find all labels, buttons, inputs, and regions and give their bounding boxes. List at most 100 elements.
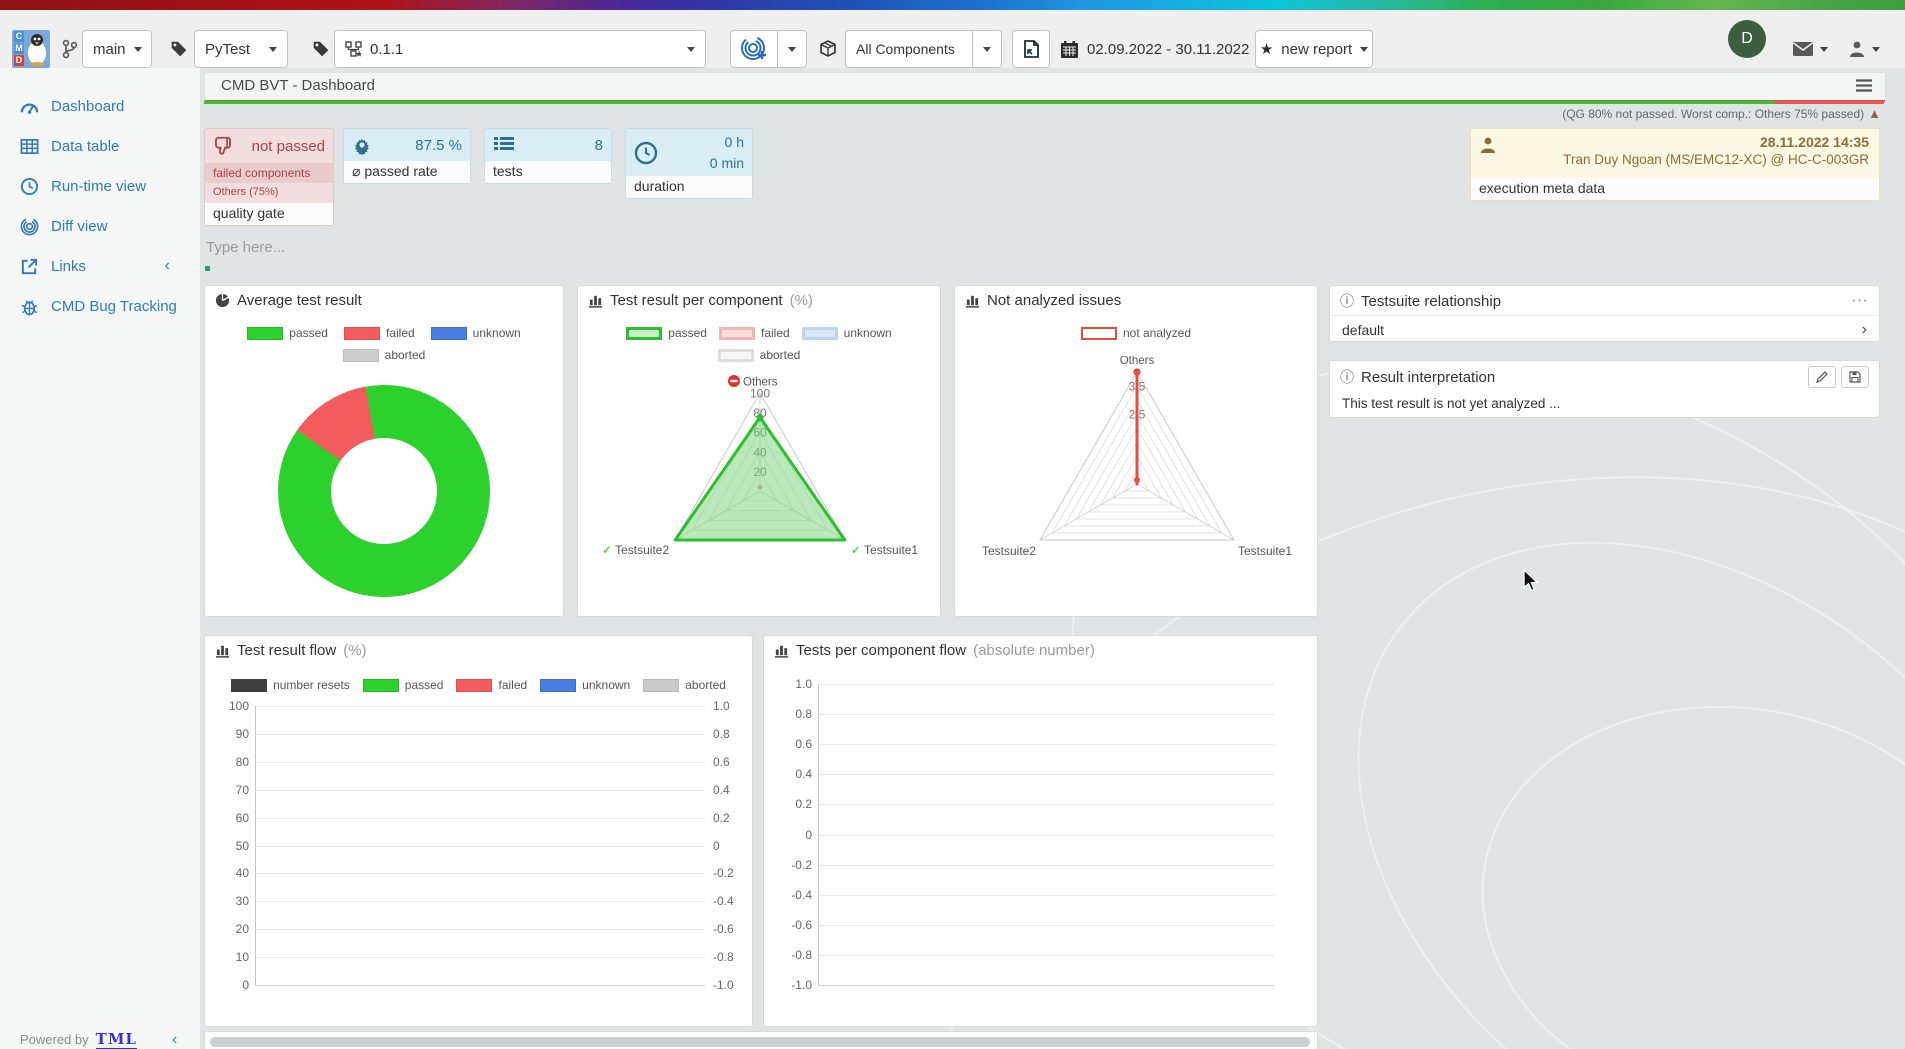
top-navbar: C M D main PyTest 0. [0,10,1905,69]
test-result-per-component-radar: 10080604020Others✓ Testsuite1✓ Testsuite… [578,366,942,576]
pencil-icon [1816,371,1828,383]
star-icon: ★ [1260,40,1273,58]
y-axis-tick-label: -0.6 [772,918,812,932]
data-table-icon [20,137,39,156]
gridline [818,684,1274,685]
legend-swatch [431,327,467,340]
donut-legend-row-2: aborted [205,348,563,362]
radar-axis-label-others: Others [1120,356,1155,367]
sidebar-item-run-time-view[interactable]: Run-time view [0,166,200,206]
sidebar-item-dashboard[interactable]: Dashboard [0,86,200,126]
date-range-value: 02.09.2022 - 30.11.2022 [1087,41,1249,58]
panel-options-button[interactable]: ⋯ [1851,291,1869,311]
date-range-picker[interactable]: 02.09.2022 - 30.11.2022 [1060,30,1265,68]
execution-user: Tran Duy Ngoan (MS/EMC12-XC) @ HC-C-003G… [1481,152,1869,167]
legend-label: unknown [582,678,630,692]
legend-item-passed: passed [247,326,328,340]
hamburger-icon [1855,78,1873,93]
execution-meta-widget[interactable]: 28.11.2022 14:35 Tran Duy Ngoan (MS/EMC1… [1470,128,1880,201]
y-axis-tick-label: 20 [209,922,249,936]
sidebar-item-diff-view[interactable]: Diff view [0,206,200,246]
chevron-down-icon [1872,47,1880,52]
gridline [255,846,705,847]
version-select[interactable]: 0.1.1 [334,30,706,68]
dashboard-icon [20,97,39,116]
branch-select[interactable]: main [82,30,152,68]
radar-center-dot [757,484,762,489]
branch-icon [62,30,78,68]
next-row-partial-panel [204,1031,1318,1049]
flow-legend: number resetspassedfailedunknownaborted [205,678,752,692]
tests-widget[interactable]: 8 tests [484,128,612,184]
quality-gate-note: (QG 80% not passed. Worst comp.: Others … [1562,106,1881,121]
legend-label: failed [498,678,527,692]
secondary-y-axis-tick-label: 1.0 [713,699,730,713]
header-menu-button[interactable] [1855,78,1873,97]
donut-hole [331,438,437,544]
y-axis-tick-label: 0.8 [772,707,812,721]
quality-gate-widget[interactable]: not passed failed components Others (75%… [204,128,334,226]
y-axis-tick-label: 90 [209,727,249,741]
tests-label: tests [485,161,611,183]
sidebar-collapse-icon[interactable]: ‹ [172,1031,177,1049]
sidebar-item-links[interactable]: Links‹ [0,246,200,286]
quality-gate-note-text: (QG 80% not passed. Worst comp.: Others … [1562,107,1864,121]
messages-menu[interactable] [1792,30,1828,68]
chevron-down-icon [134,47,142,52]
sidebar-item-cmd-bug-tracking[interactable]: CMD Bug Tracking [0,286,200,326]
new-report-label: new report [1281,41,1352,58]
tml-logo[interactable]: TML [96,1030,137,1049]
duration-widget[interactable]: 0 h 0 min duration [625,128,753,199]
submenu-collapse-icon[interactable]: ‹ [165,257,170,275]
components-select[interactable]: All Components [845,30,973,68]
paste-filter-button[interactable] [1012,30,1050,68]
y-axis-tick-label: 70 [209,783,249,797]
legend-item-failed: failed [344,326,415,340]
legend-swatch [1081,327,1117,340]
panel-title: Test result per component [610,292,783,309]
sidebar-item-data-table[interactable]: Data table [0,126,200,166]
legend-swatch [540,679,576,692]
avatar[interactable]: D [1728,20,1766,58]
panel-title: Not analyzed issues [987,292,1121,309]
mouse-cursor [1523,569,1540,592]
fingerprint-add-icon [741,36,767,62]
diff-fingerprint-button[interactable] [730,30,778,68]
save-button[interactable] [1841,366,1869,388]
passed-rate-widget[interactable]: 87.5 % ⌀ passed rate [343,128,471,184]
gridline [255,873,705,874]
new-report-button[interactable]: ★ new report [1255,30,1373,68]
gridline [818,985,1274,986]
radar-apex-dot [1133,368,1140,375]
y-axis-tick-label: 1.0 [772,677,812,691]
panel-title: Tests per component flow [796,642,966,659]
testsuite-relationship-item[interactable]: default › [1330,315,1879,343]
y-axis-tick-label: 100 [209,699,249,713]
average-test-result-donut [278,385,490,597]
edit-button[interactable] [1808,366,1836,388]
diff-options-dropdown[interactable] [777,30,807,68]
quality-gate-label: quality gate [205,203,333,225]
legend-label: failed [761,326,790,340]
tests-value: 8 [595,137,603,154]
secondary-y-axis-tick-label: 0.8 [713,727,730,741]
legend-label: failed [386,326,415,340]
app-logo[interactable]: C M D [12,30,50,68]
horizontal-scrollbar[interactable] [210,1037,1310,1047]
main-content: CMD BVT - Dashboard (QG 80% not passed. … [200,68,1905,1049]
filter-input[interactable] [204,235,388,259]
quality-gate-detail-1: failed components [205,163,333,183]
user-menu[interactable] [1848,30,1880,68]
sidebar-item-label: Diff view [51,218,107,235]
list-icon [493,135,515,155]
components-dropdown[interactable] [972,30,1002,68]
radar-axis-label-testsuite1: ✓ Testsuite1 [851,543,919,557]
gridline [255,901,705,902]
gridline [255,734,705,735]
person-icon [1479,136,1497,154]
legend-swatch [344,327,380,340]
suite-select[interactable]: PyTest [194,30,288,68]
quality-gate-status: not passed [252,138,325,155]
panel-title-suffix: (absolute number) [973,642,1095,659]
y-axis-tick-label: 10 [209,950,249,964]
